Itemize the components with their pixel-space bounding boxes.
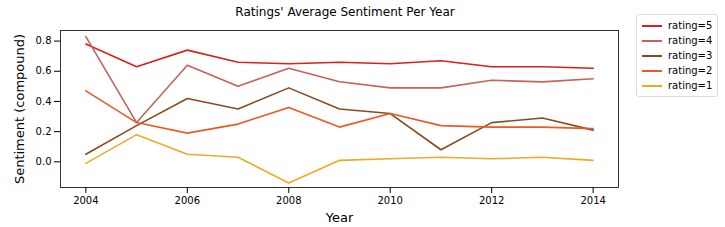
html-text:rating=4: rating=4 xyxy=(668,35,713,46)
svg-text:2014: 2014 xyxy=(580,195,605,206)
html-text:rating=1: rating=1 xyxy=(668,80,713,91)
svg-text:Year: Year xyxy=(325,210,354,225)
svg-text:2010: 2010 xyxy=(378,195,403,206)
svg-text:2008: 2008 xyxy=(276,195,301,206)
svg-text:2006: 2006 xyxy=(175,195,200,206)
svg-text:2004: 2004 xyxy=(73,195,98,206)
svg-text:0.4: 0.4 xyxy=(36,96,52,107)
svg-text:0.6: 0.6 xyxy=(36,65,52,76)
svg-text:2012: 2012 xyxy=(479,195,504,206)
html-text:rating=5: rating=5 xyxy=(668,20,713,31)
html-text:Ratings' Average Sentiment Per: Ratings' Average Sentiment Per Year xyxy=(235,5,455,19)
svg-text:Sentiment (compound): Sentiment (compound) xyxy=(12,34,27,184)
svg-text:0.0: 0.0 xyxy=(36,156,52,167)
svg-text:0.2: 0.2 xyxy=(36,126,52,137)
svg-text:0.8: 0.8 xyxy=(36,35,52,46)
html-text:rating=3: rating=3 xyxy=(668,50,713,61)
html-text:rating=2: rating=2 xyxy=(668,65,713,76)
